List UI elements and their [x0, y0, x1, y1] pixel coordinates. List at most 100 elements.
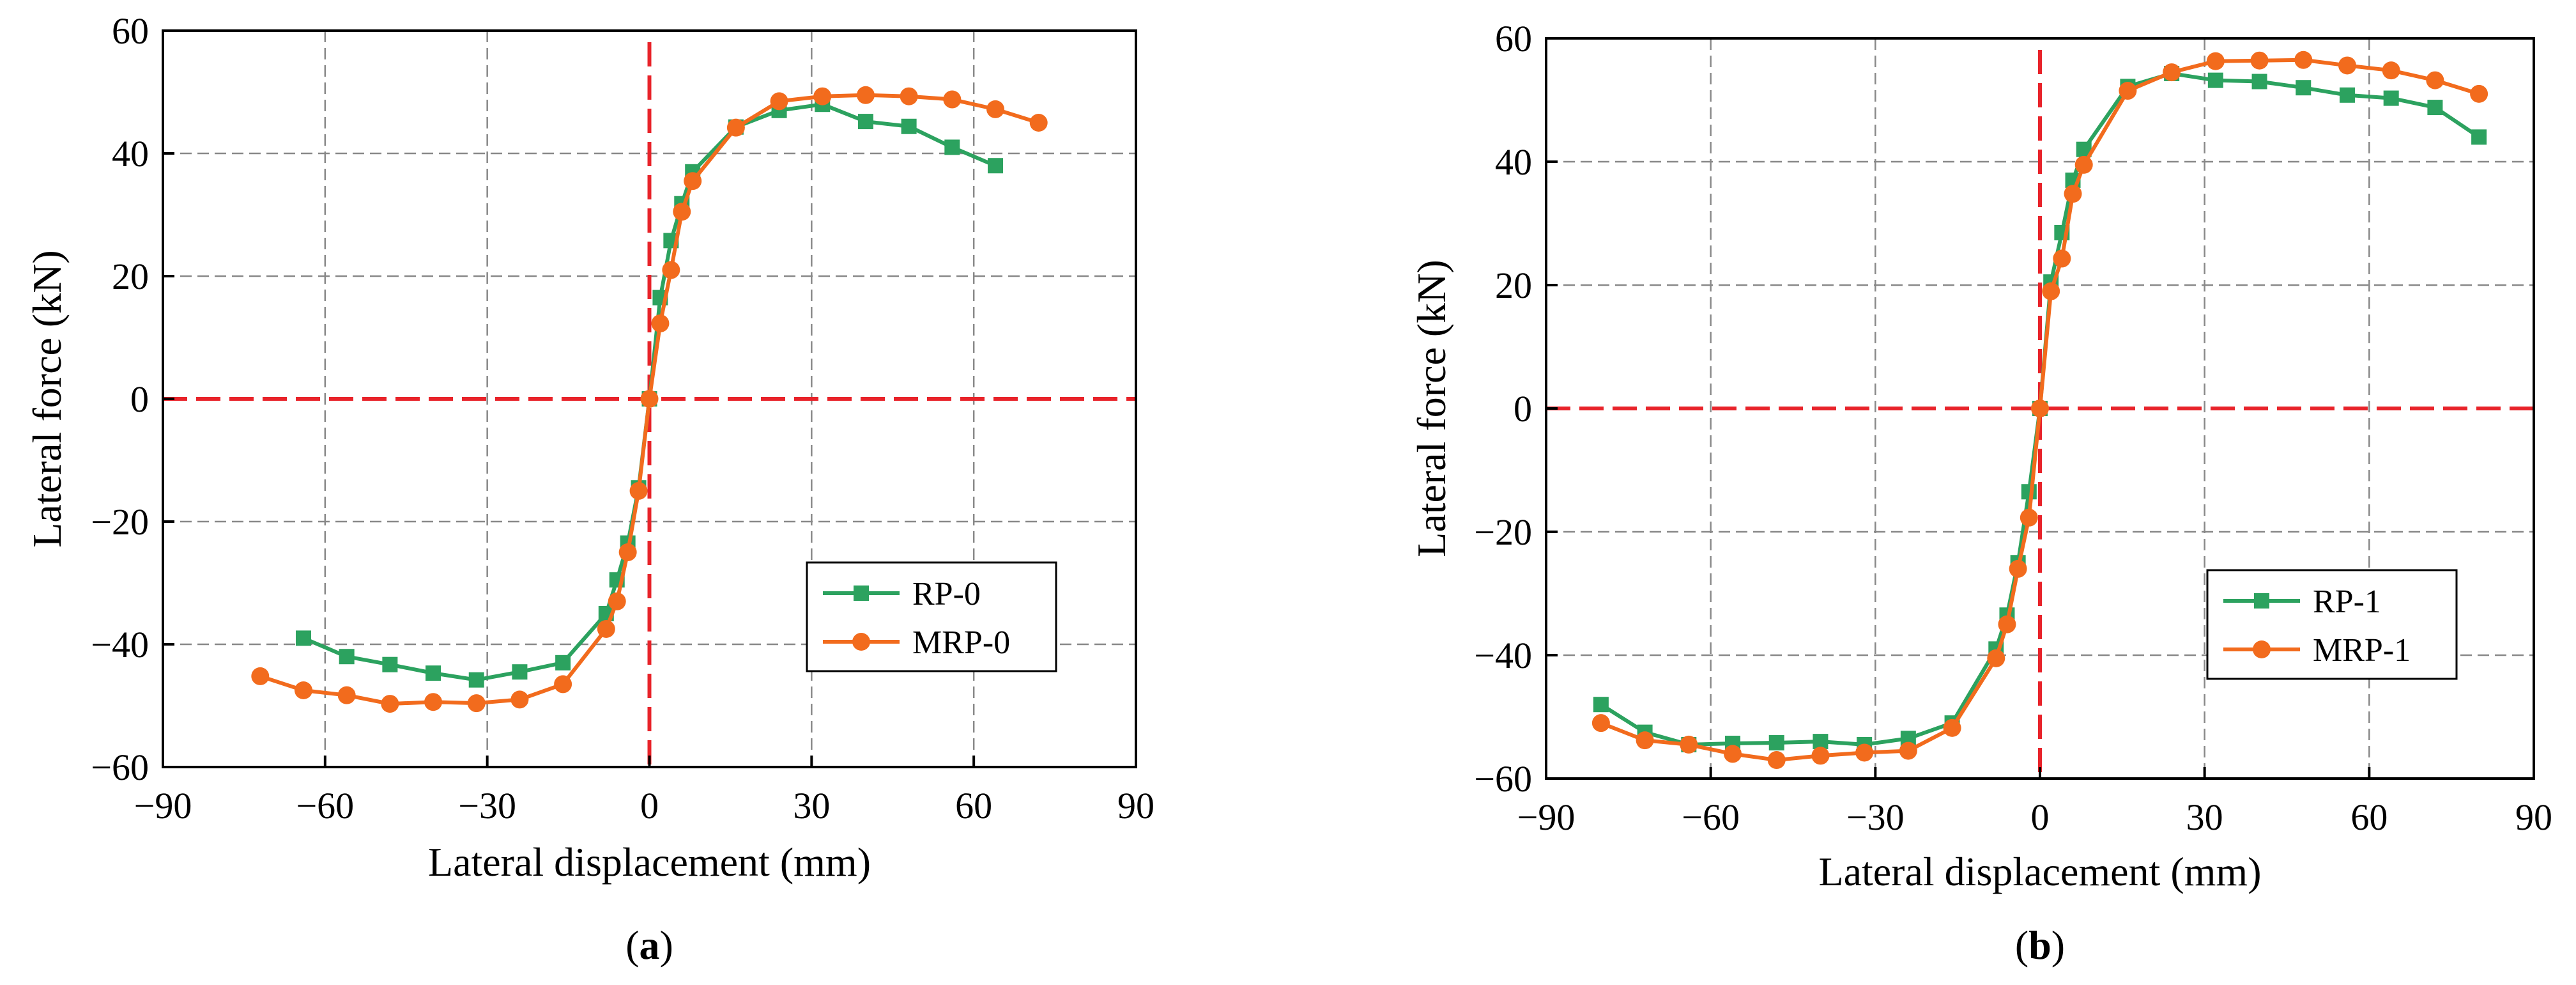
data-point-MRP-1-7 — [1899, 741, 1917, 760]
y-axis-label-b: Lateral force (kN) — [1409, 260, 1454, 557]
data-point-MRP-0-12 — [640, 390, 659, 408]
legend-label-rp-1: RP-1 — [2313, 584, 2381, 620]
y-tick-label-2: −20 — [91, 501, 149, 543]
series-layer-b — [1591, 50, 2488, 770]
data-point-MRP-1-16 — [2064, 185, 2082, 203]
legend-marker-rp-0 — [854, 586, 869, 601]
x-axis-label-b: Lateral displacement (mm) — [1818, 849, 2261, 894]
y-tick-label-0: −60 — [91, 747, 149, 788]
legend-a: RP-0 MRP-0 — [806, 561, 1057, 672]
data-point-MRP-0-4 — [424, 693, 443, 711]
data-point-MRP-1-21 — [2250, 51, 2269, 70]
panel-letter-a: a — [640, 922, 660, 968]
data-point-MRP-0-22 — [943, 90, 962, 109]
legend-marker-shape-RP-1 — [2254, 593, 2269, 609]
data-point-RP-0-3 — [425, 665, 441, 681]
panel-letter-b: b — [2028, 922, 2051, 968]
data-point-RP-0-21 — [944, 139, 960, 155]
data-point-MRP-1-0 — [1591, 714, 1610, 733]
y-tick-label-1: −40 — [1474, 635, 1532, 676]
y-tick-label-4: 20 — [112, 256, 149, 297]
data-point-RP-1-22 — [2296, 80, 2312, 96]
legend-marker-shape-MRP-0 — [852, 633, 870, 651]
data-point-RP-1-12 — [2021, 484, 2037, 500]
x-tick-label-0: −90 — [1517, 796, 1575, 838]
y-tick-label-5: 40 — [112, 133, 149, 175]
data-point-MRP-1-14 — [2042, 282, 2060, 300]
x-tick-label-6: 90 — [1117, 785, 1154, 826]
data-point-MRP-1-12 — [2020, 508, 2038, 527]
data-point-MRP-1-24 — [2382, 61, 2400, 80]
data-point-MRP-0-10 — [618, 543, 637, 561]
data-point-RP-0-6 — [555, 655, 571, 671]
data-point-MRP-1-3 — [1724, 745, 1742, 763]
data-point-MRP-1-4 — [1767, 751, 1786, 770]
data-point-MRP-0-2 — [337, 686, 356, 704]
data-point-MRP-1-9 — [1987, 649, 2005, 667]
data-point-MRP-1-26 — [2470, 84, 2488, 103]
legend-marker-shape-MRP-1 — [2253, 640, 2271, 658]
data-point-RP-0-4 — [468, 672, 484, 688]
data-point-RP-0-19 — [857, 114, 873, 130]
data-point-MRP-0-24 — [1029, 114, 1048, 132]
legend-marker-shape-RP-0 — [854, 586, 869, 601]
y-tick-label-2: −20 — [1474, 511, 1532, 553]
x-tick-label-0: −90 — [134, 785, 192, 826]
x-tick-label-3: 0 — [640, 785, 659, 826]
legend-box-a — [806, 561, 1057, 672]
data-point-RP-0-1 — [339, 649, 355, 665]
panel-label-a: (a) — [625, 922, 673, 968]
data-point-MRP-0-20 — [856, 86, 875, 104]
data-point-MRP-1-25 — [2426, 71, 2444, 89]
legend-label-mrp-1: MRP-1 — [2313, 632, 2411, 669]
legend-marker-mrp-0 — [852, 633, 870, 651]
y-tick-label-6: 60 — [112, 10, 149, 52]
data-point-MRP-0-6 — [510, 690, 529, 709]
data-point-MRP-0-3 — [381, 695, 399, 713]
data-point-MRP-0-14 — [662, 261, 680, 279]
data-point-MRP-0-19 — [813, 87, 832, 105]
data-point-MRP-0-11 — [629, 482, 648, 500]
data-point-MRP-0-1 — [294, 681, 312, 699]
data-point-MRP-1-22 — [2294, 50, 2313, 69]
data-point-MRP-0-18 — [770, 92, 788, 111]
data-point-MRP-1-15 — [2053, 249, 2071, 268]
series-layer-a — [251, 86, 1048, 713]
series-MRP-1 — [1591, 50, 2488, 770]
x-tick-label-4: 30 — [2186, 796, 2223, 838]
y-tick-label-3: 0 — [130, 378, 149, 420]
y-tick-label-3: 0 — [1514, 388, 1532, 430]
data-point-RP-1-20 — [2207, 72, 2223, 88]
data-point-MRP-0-7 — [554, 675, 572, 694]
data-point-MRP-0-13 — [651, 314, 670, 332]
data-point-MRP-1-13 — [2031, 399, 2049, 417]
zero-lines-b — [1546, 50, 2534, 779]
y-tick-label-4: 20 — [1495, 265, 1532, 306]
x-axis-label-a: Lateral displacement (mm) — [428, 839, 871, 885]
x-tick-label-4: 30 — [793, 785, 830, 826]
panel-label-b: (b) — [2015, 922, 2065, 968]
data-point-MRP-0-16 — [684, 172, 702, 190]
data-point-RP-0-20 — [901, 118, 917, 134]
data-point-RP-1-21 — [2251, 74, 2267, 89]
legend-box-b — [2206, 569, 2458, 680]
data-point-MRP-0-23 — [986, 100, 1005, 118]
data-point-RP-1-4 — [1768, 735, 1784, 751]
data-point-MRP-1-6 — [1855, 743, 1874, 762]
data-point-RP-1-25 — [2427, 100, 2443, 116]
x-tick-label-2: −30 — [458, 785, 516, 826]
y-tick-label-6: 60 — [1495, 18, 1532, 59]
legend-label-rp-0: RP-0 — [912, 576, 981, 612]
data-point-RP-1-23 — [2339, 87, 2355, 103]
data-point-MRP-0-21 — [900, 87, 918, 105]
legend-marker-rp-1 — [2254, 593, 2269, 609]
data-point-MRP-1-10 — [1998, 615, 2016, 633]
data-point-MRP-1-18 — [2119, 82, 2137, 100]
x-tick-label-1: −60 — [296, 785, 354, 826]
x-tick-label-6: 90 — [2515, 796, 2552, 838]
data-point-RP-1-0 — [1593, 697, 1609, 713]
